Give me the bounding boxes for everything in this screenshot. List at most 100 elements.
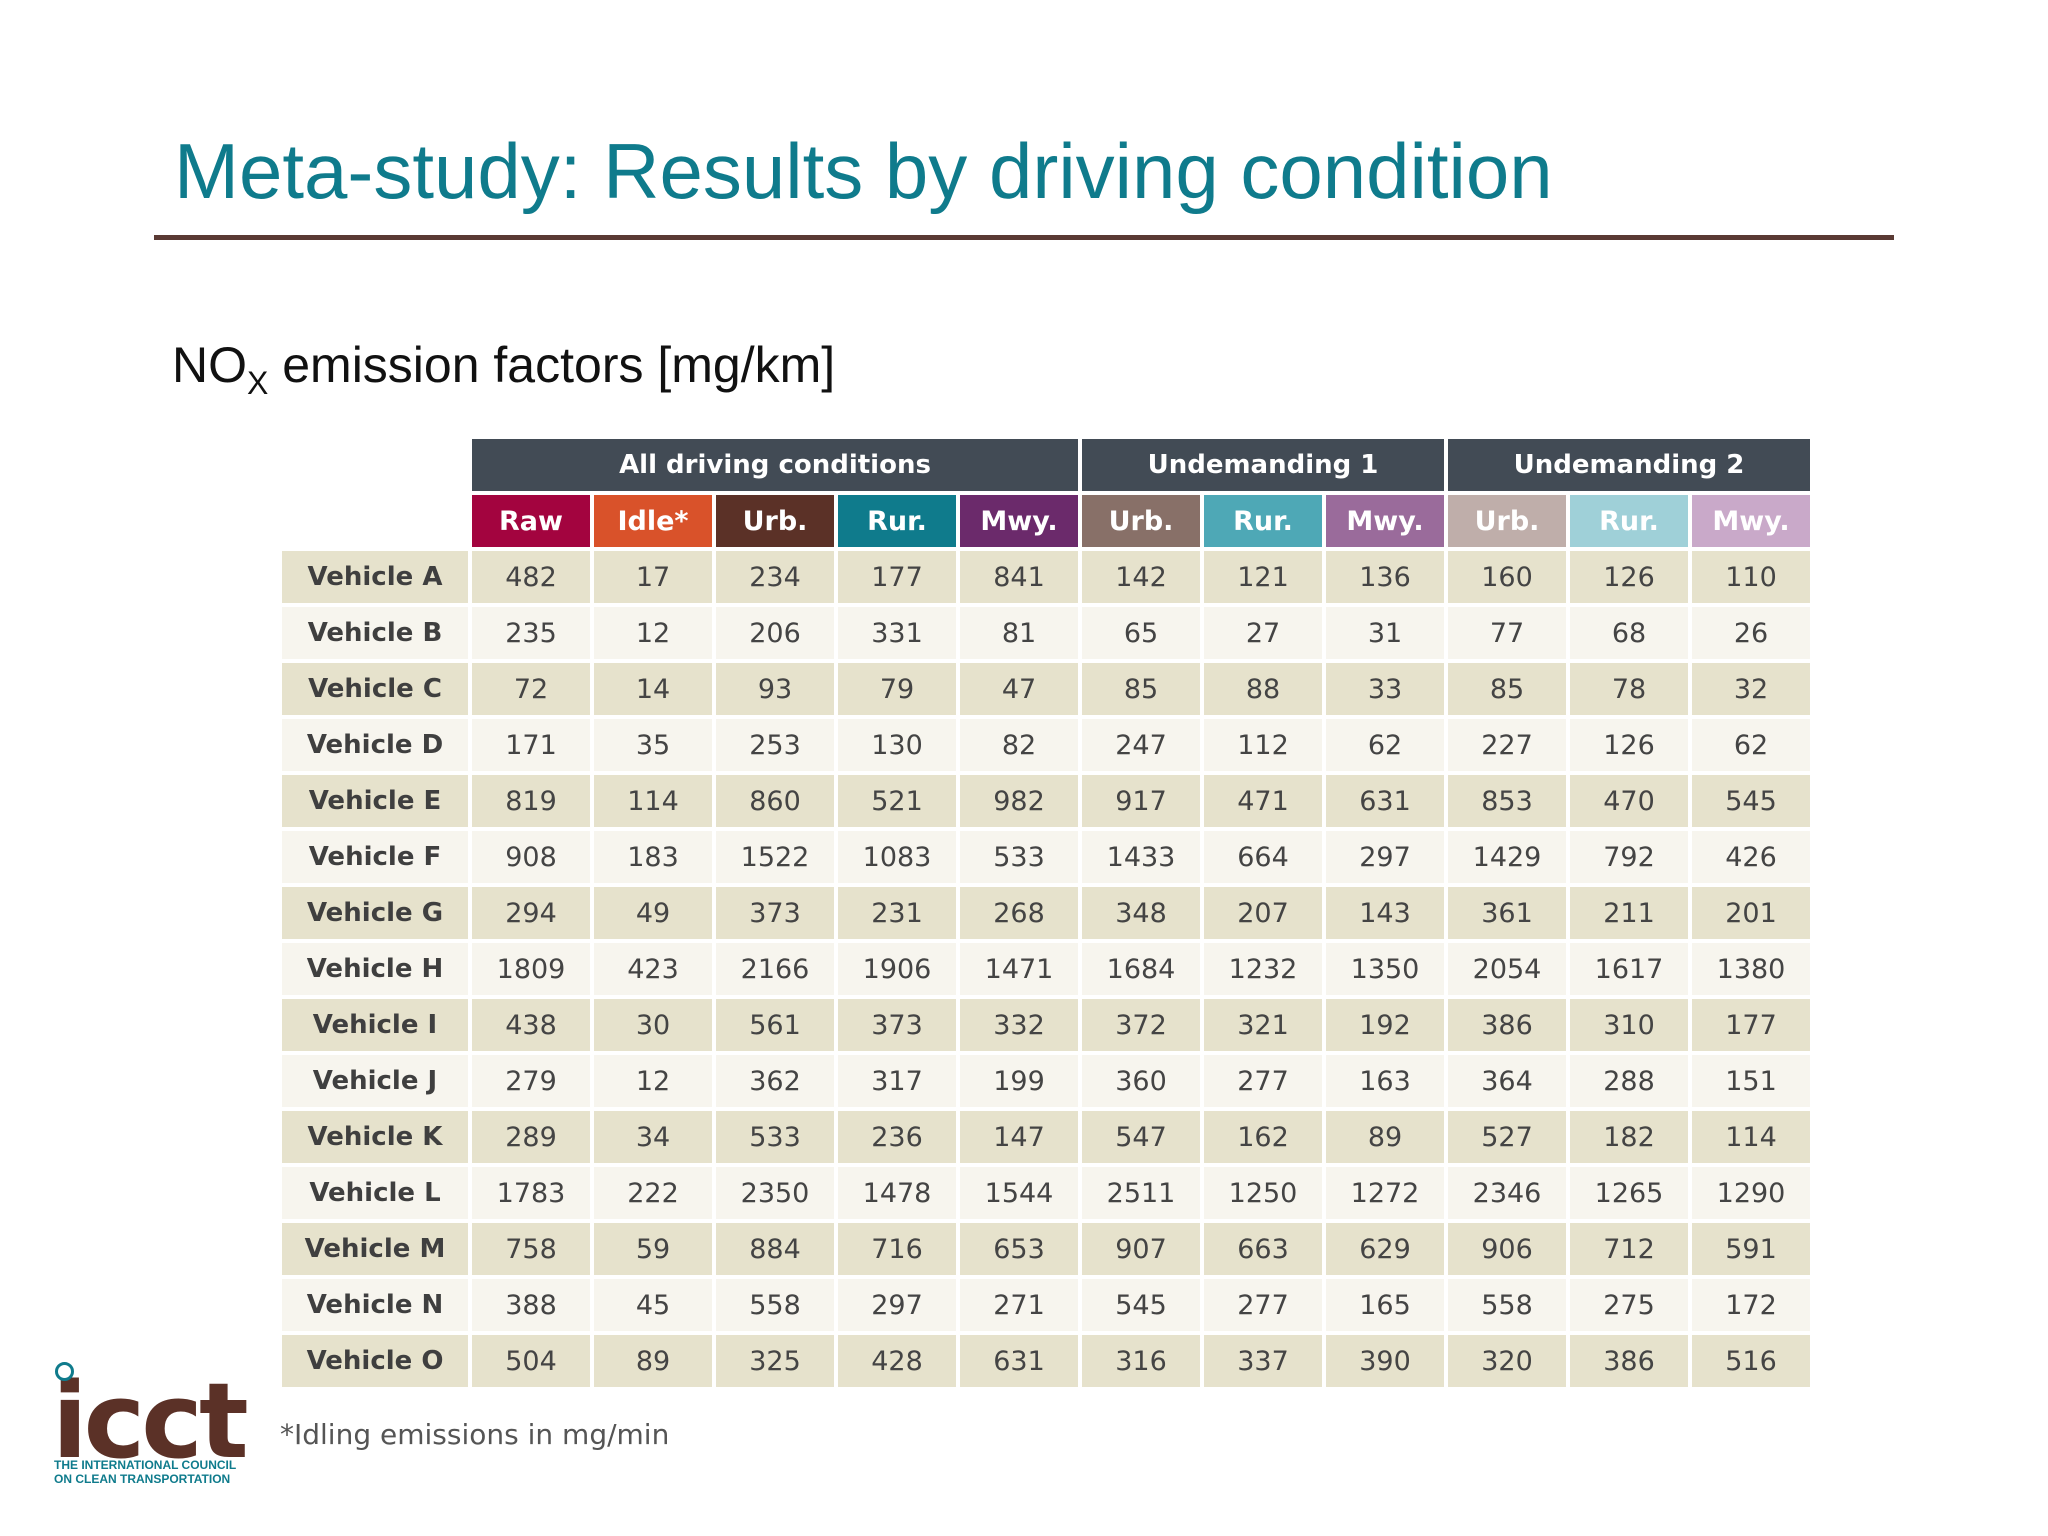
table-cell: 884 — [716, 1223, 834, 1275]
table-cell: 533 — [960, 831, 1078, 883]
table-cell: 527 — [1448, 1111, 1566, 1163]
table-cell: 143 — [1326, 887, 1444, 939]
table-cell: 62 — [1692, 719, 1810, 771]
table-row: Vehicle O 504 89 325 428 631 316 337 390 320 386 51… — [282, 1335, 1810, 1387]
table-cell: 388 — [472, 1279, 590, 1331]
table-cell: 332 — [960, 999, 1078, 1051]
table-cell: 504 — [472, 1335, 590, 1387]
table-cell: 841 — [960, 551, 1078, 603]
table-cell: 112 — [1204, 719, 1322, 771]
column-header: Mwy. — [960, 495, 1078, 547]
table-cell: 289 — [472, 1111, 590, 1163]
table-cell: 1783 — [472, 1167, 590, 1219]
table-cell: 297 — [1326, 831, 1444, 883]
vehicle-label: Vehicle E — [282, 775, 468, 827]
table-cell: 558 — [1448, 1279, 1566, 1331]
table-cell: 147 — [960, 1111, 1078, 1163]
group-header-undemanding-2: Undemanding 2 — [1448, 439, 1810, 491]
emission-factors-table: All driving conditions Undemanding 1 Und… — [278, 435, 1814, 1391]
table-cell: 545 — [1692, 775, 1810, 827]
table-cell: 321 — [1204, 999, 1322, 1051]
table-cell: 68 — [1570, 607, 1688, 659]
table-row: Vehicle G 294 49 373 231 268 348 207 143 361 211 20… — [282, 887, 1810, 939]
table-cell: 917 — [1082, 775, 1200, 827]
table-cell: 792 — [1570, 831, 1688, 883]
table-cell: 126 — [1570, 551, 1688, 603]
table-cell: 79 — [838, 663, 956, 715]
logo-tagline-line-2: ON CLEAN TRANSPORTATION — [54, 1472, 231, 1486]
table-cell: 372 — [1082, 999, 1200, 1051]
table-cell: 663 — [1204, 1223, 1322, 1275]
corner-blank-2 — [282, 495, 468, 547]
table-cell: 1350 — [1326, 943, 1444, 995]
table-cell: 1083 — [838, 831, 956, 883]
table-cell: 521 — [838, 775, 956, 827]
table-cell: 631 — [960, 1335, 1078, 1387]
column-header: Idle* — [594, 495, 712, 547]
table-cell: 1478 — [838, 1167, 956, 1219]
table-cell: 325 — [716, 1335, 834, 1387]
table-cell: 162 — [1204, 1111, 1322, 1163]
table-cell: 271 — [960, 1279, 1078, 1331]
column-header: Rur. — [1570, 495, 1688, 547]
table-cell: 373 — [838, 999, 956, 1051]
table-row: Vehicle F 908 183 1522 1083 533 1433 664 297 1429… — [282, 831, 1810, 883]
table-cell: 348 — [1082, 887, 1200, 939]
logo-tagline-line-1: THE INTERNATIONAL COUNCIL — [54, 1458, 237, 1472]
table-cell: 12 — [594, 607, 712, 659]
group-header-all: All driving conditions — [472, 439, 1078, 491]
table-row: Vehicle A 482 17 234 177 841 142 121 136 160 126 11… — [282, 551, 1810, 603]
table-cell: 337 — [1204, 1335, 1322, 1387]
table-cell: 275 — [1570, 1279, 1688, 1331]
table-cell: 712 — [1570, 1223, 1688, 1275]
table-cell: 121 — [1204, 551, 1322, 603]
table-row: Vehicle K 289 34 533 236 147 547 162 89 527 182 114 — [282, 1111, 1810, 1163]
table-subtitle: NOX emission factors [mg/km] — [172, 340, 835, 399]
vehicle-label: Vehicle N — [282, 1279, 468, 1331]
table-cell: 908 — [472, 831, 590, 883]
table-cell: 211 — [1570, 887, 1688, 939]
vehicle-label: Vehicle L — [282, 1167, 468, 1219]
table-footnote: *Idling emissions in mg/min — [280, 1418, 670, 1451]
table-cell: 27 — [1204, 607, 1322, 659]
table-cell: 142 — [1082, 551, 1200, 603]
table-cell: 2350 — [716, 1167, 834, 1219]
table-row: Vehicle N 388 45 558 297 271 545 277 165 558 275 17… — [282, 1279, 1810, 1331]
table-cell: 1380 — [1692, 943, 1810, 995]
table-cell: 331 — [838, 607, 956, 659]
table-cell: 45 — [594, 1279, 712, 1331]
table-cell: 390 — [1326, 1335, 1444, 1387]
table-cell: 907 — [1082, 1223, 1200, 1275]
table-cell: 482 — [472, 551, 590, 603]
logo-dot-icon — [55, 1362, 74, 1381]
logo-wordmark: icct — [52, 1360, 249, 1482]
table-cell: 72 — [472, 663, 590, 715]
vehicle-label: Vehicle H — [282, 943, 468, 995]
table-cell: 136 — [1326, 551, 1444, 603]
table-cell: 982 — [960, 775, 1078, 827]
table-cell: 423 — [594, 943, 712, 995]
table-cell: 177 — [838, 551, 956, 603]
table-cell: 177 — [1692, 999, 1810, 1051]
table-cell: 279 — [472, 1055, 590, 1107]
table-row: Vehicle L 1783 222 2350 1478 1544 2511 1250 1272… — [282, 1167, 1810, 1219]
table-cell: 277 — [1204, 1055, 1322, 1107]
table-cell: 222 — [594, 1167, 712, 1219]
table-cell: 182 — [1570, 1111, 1688, 1163]
subtitle-units: emission factors [mg/km] — [268, 337, 836, 393]
table-cell: 853 — [1448, 775, 1566, 827]
slide-title: Meta-study: Results by driving condition — [174, 127, 1553, 215]
table-cell: 199 — [960, 1055, 1078, 1107]
table-row: Vehicle H 1809 423 2166 1906 1471 1684 1232 1350… — [282, 943, 1810, 995]
table-cell: 17 — [594, 551, 712, 603]
table-cell: 81 — [960, 607, 1078, 659]
table-cell: 30 — [594, 999, 712, 1051]
table-cell: 207 — [1204, 887, 1322, 939]
logo-tagline: THE INTERNATIONAL COUNCIL ON CLEAN TRANSP… — [54, 1458, 236, 1486]
table-cell: 545 — [1082, 1279, 1200, 1331]
table-cell: 227 — [1448, 719, 1566, 771]
table-cell: 2346 — [1448, 1167, 1566, 1219]
table-cell: 1809 — [472, 943, 590, 995]
table-cell: 78 — [1570, 663, 1688, 715]
table-cell: 171 — [472, 719, 590, 771]
